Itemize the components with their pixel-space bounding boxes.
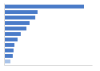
- bar: [4, 43, 14, 47]
- value-axis-line: [5, 65, 93, 66]
- bars: [4, 5, 84, 64]
- chart-svg: [0, 0, 100, 71]
- plot-area: [4, 4, 93, 66]
- category-axis-line: [4, 4, 5, 66]
- bar: [4, 5, 84, 9]
- bar: [4, 49, 14, 53]
- bar: [4, 21, 30, 25]
- bar: [4, 38, 18, 42]
- bar: [4, 27, 26, 31]
- bar: [4, 16, 35, 20]
- bar: [4, 10, 38, 14]
- bar: [4, 54, 13, 58]
- bar: [4, 32, 21, 36]
- chart-container: [0, 0, 100, 71]
- value-axis: [5, 65, 93, 66]
- category-axis: [4, 4, 6, 66]
